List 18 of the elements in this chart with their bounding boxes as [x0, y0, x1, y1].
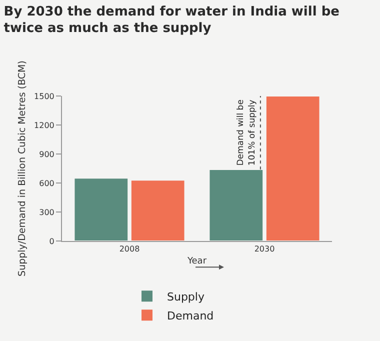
y-axis-title: Supply/Demand in Billion Cubic Metres (BCM) [17, 60, 28, 276]
bar [265, 96, 320, 241]
bar [130, 180, 186, 241]
y-tick-label: 0 [49, 236, 54, 246]
annotation: Demand will be 101% of supply [236, 100, 258, 166]
x-tick-label: 2030 [254, 244, 275, 254]
legend-label: Supply [167, 290, 205, 304]
bar [208, 168, 264, 241]
x-tick-label: 2008 [119, 244, 140, 254]
y-tick-label: 300 [39, 208, 54, 217]
x-axis-title: Year [186, 256, 207, 266]
y-tick-label: 600 [39, 178, 54, 188]
chart-title: By 2030 the demand for water in India will be twice as much as the supply [4, 4, 340, 36]
y-tick-label: 1200 [34, 120, 54, 130]
y-tick-label: 1500 [34, 92, 54, 101]
bar [74, 178, 129, 241]
y-tick-label: 900 [39, 150, 54, 159]
legend-label: Demand [167, 309, 214, 322]
